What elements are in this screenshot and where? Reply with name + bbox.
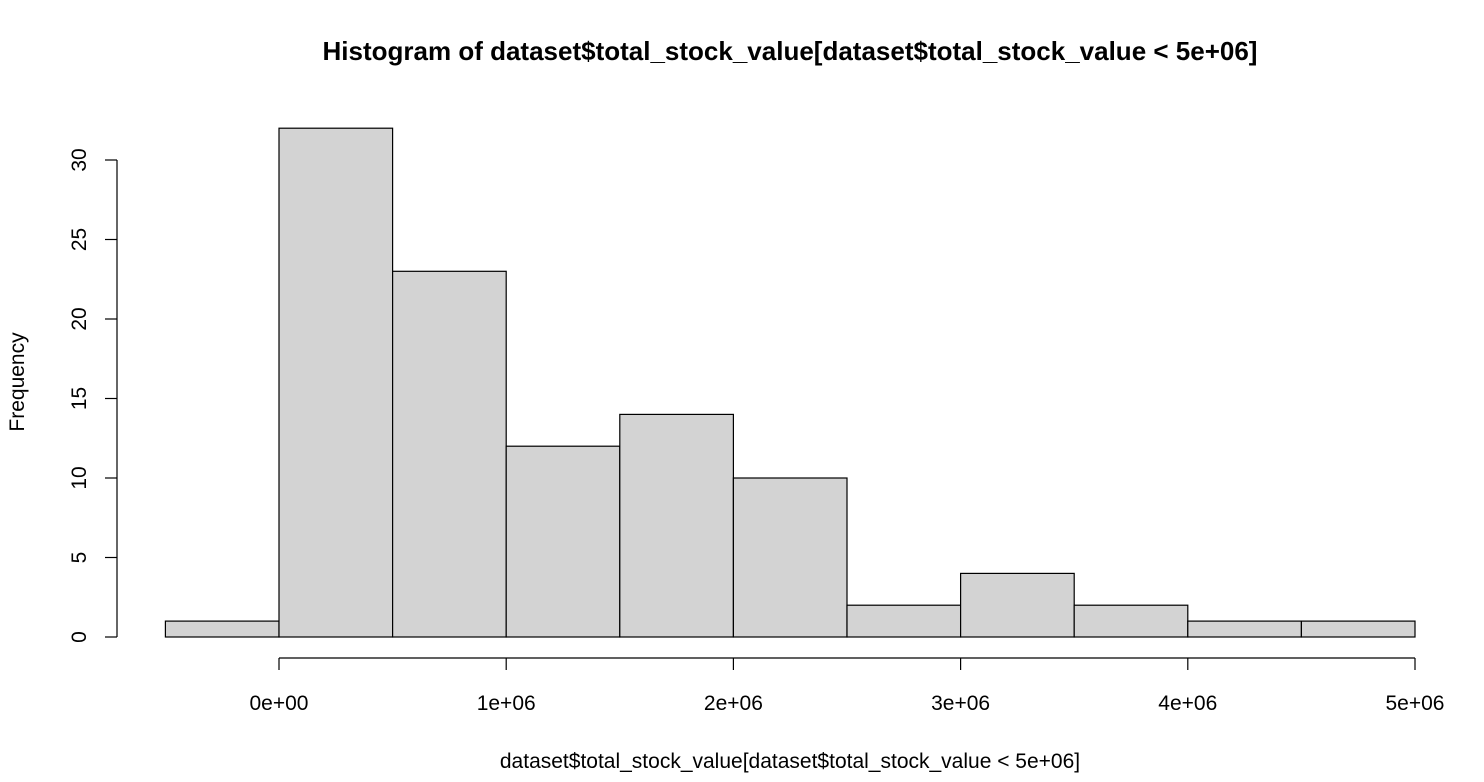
chart-title: Histogram of dataset$total_stock_value[d… bbox=[323, 36, 1258, 66]
y-axis-label: Frequency bbox=[6, 332, 29, 432]
histogram-bar-8 bbox=[1073, 604, 1189, 638]
histogram-bar-7 bbox=[959, 572, 1075, 638]
histogram-bars bbox=[164, 127, 1416, 638]
x-tick-label-4: 4e+06 bbox=[1158, 692, 1217, 715]
histogram-bar-0 bbox=[164, 620, 280, 638]
x-tick-label-0: 0e+00 bbox=[250, 692, 309, 715]
histogram-bar-9 bbox=[1187, 620, 1303, 638]
histogram-bar-1 bbox=[278, 127, 394, 638]
histogram-bar-2 bbox=[392, 270, 507, 638]
x-tick-label-1: 1e+06 bbox=[477, 692, 536, 715]
x-tick-label-2: 2e+06 bbox=[704, 692, 763, 715]
histogram-bar-5 bbox=[732, 477, 848, 638]
histogram-bar-4 bbox=[619, 413, 734, 638]
histogram-bar-10 bbox=[1300, 620, 1416, 638]
x-tick-label-3: 3e+06 bbox=[931, 692, 990, 715]
y-tick-label-3: 15 bbox=[68, 387, 91, 410]
y-tick-label-5: 25 bbox=[68, 228, 91, 251]
y-tick-label-6: 30 bbox=[68, 148, 91, 171]
y-tick-label-2: 10 bbox=[68, 466, 91, 489]
y-tick-label-4: 20 bbox=[68, 307, 91, 330]
histogram-bar-6 bbox=[846, 604, 962, 638]
y-axis: 0 5 10 15 20 25 30 bbox=[68, 148, 118, 643]
histogram-bar-3 bbox=[505, 445, 621, 638]
x-axis-label: dataset$total_stock_value[dataset$total_… bbox=[500, 750, 1080, 773]
x-tick-label-5: 5e+06 bbox=[1386, 692, 1445, 715]
x-axis: 0e+00 1e+06 2e+06 3e+06 4e+06 5e+06 bbox=[250, 657, 1445, 715]
y-tick-label-0: 0 bbox=[68, 631, 91, 643]
y-tick-label-1: 5 bbox=[68, 552, 91, 564]
